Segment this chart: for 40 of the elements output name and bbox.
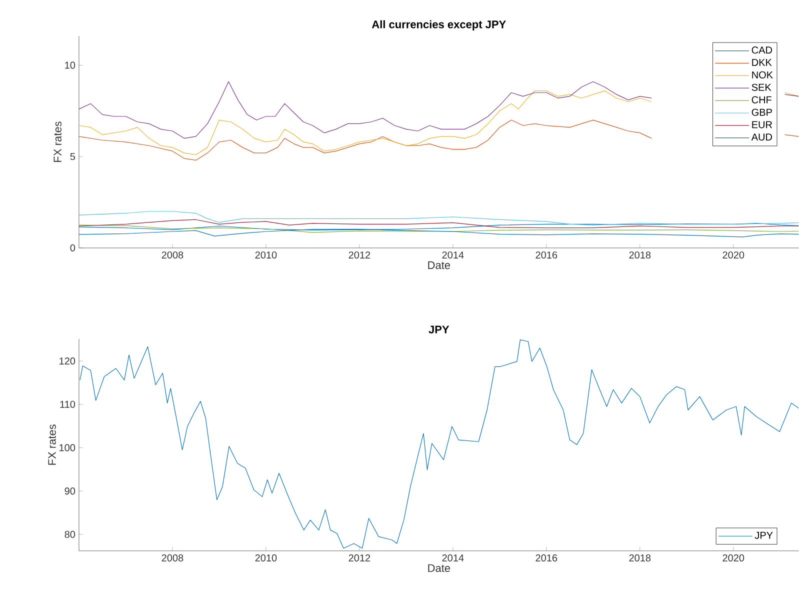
legend-label: CAD: [752, 46, 772, 54]
x-tick-label: 2010: [255, 554, 277, 562]
legend-label: CHF: [752, 96, 772, 104]
x-tick-label: 2010: [255, 252, 277, 259]
line-series: [78, 224, 799, 233]
x-axis-title: Date: [428, 564, 450, 572]
y-tick-label: 10: [65, 62, 76, 69]
x-tick-label: 2018: [629, 252, 651, 259]
y-tick-label: 120: [60, 358, 76, 365]
legend-label: DKK: [752, 59, 772, 66]
chart-title: All currencies except JPY: [372, 20, 506, 31]
y-axis-title: FX rates: [54, 122, 62, 162]
legend-label: JPY: [754, 532, 773, 539]
x-tick-label: 2016: [536, 252, 558, 259]
x-tick-label: 2018: [629, 554, 651, 562]
legend-label: SEK: [752, 84, 772, 91]
y-tick-label: 110: [60, 400, 76, 408]
legend-label: NOK: [752, 71, 773, 79]
y-tick-label: 0: [70, 244, 76, 252]
x-tick-label: 2014: [442, 252, 464, 259]
x-tick-label: 2020: [722, 554, 744, 562]
x-tick-label: 2012: [348, 252, 370, 259]
y-tick-label: 100: [60, 444, 76, 452]
x-tick-label: 2014: [442, 554, 464, 562]
legend-label: AUD: [751, 134, 772, 141]
x-tick-label: 2008: [162, 252, 184, 259]
legend-label: GBP: [752, 108, 772, 116]
y-tick-label: 5: [70, 153, 76, 160]
x-axis-title: Date: [428, 261, 450, 270]
y-tick-label: 90: [64, 488, 76, 495]
x-tick-label: 2012: [348, 554, 370, 562]
line-series: [80, 340, 799, 549]
x-tick-label: 2020: [722, 252, 744, 259]
y-tick-label: 80: [64, 530, 76, 538]
line-series: [78, 219, 799, 228]
chart-title: JPY: [428, 326, 450, 334]
legend-label: EUR: [752, 121, 772, 128]
x-tick-label: 2008: [162, 554, 184, 562]
x-tick-label: 2016: [536, 554, 558, 562]
y-axis-title: FX rates: [48, 424, 56, 465]
